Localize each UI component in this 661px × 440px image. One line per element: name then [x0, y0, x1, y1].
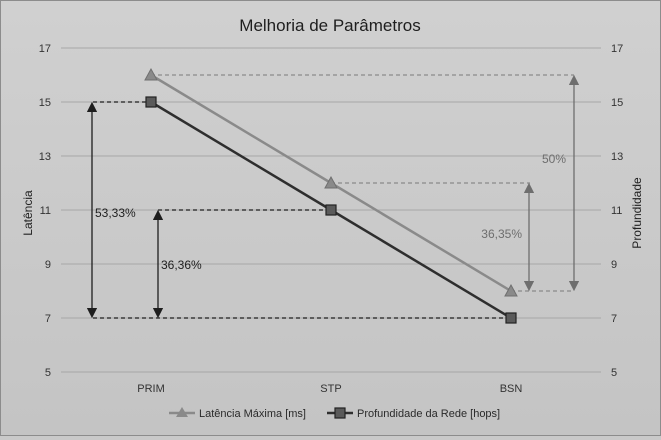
annotation-label: 36,36% — [161, 258, 202, 272]
data-point-square — [325, 204, 337, 216]
legend-swatch-triangle — [176, 407, 188, 417]
x-tick-label: STP — [320, 383, 341, 395]
y-ticks-right: 5 7 9 11 13 15 17 — [611, 43, 623, 379]
data-point-triangle — [504, 283, 518, 297]
data-point-triangle — [324, 175, 338, 189]
y-tick-label-left: 7 — [45, 313, 51, 325]
y-tick-label-right: 9 — [611, 259, 617, 271]
y-tick-label-right: 5 — [611, 367, 617, 379]
x-tick-label: PRIM — [137, 383, 165, 395]
y-tick-label-left: 5 — [45, 367, 51, 379]
annotation-label: 50% — [542, 152, 566, 166]
data-point-square — [145, 96, 157, 108]
y-ticks-left: 5 7 9 11 13 15 17 — [39, 43, 51, 379]
x-tick-labels: PRIM STP BSN — [137, 383, 522, 395]
annotation-label: 53,33% — [95, 206, 136, 220]
data-point-square — [505, 312, 517, 324]
reference-lines — [93, 74, 574, 319]
legend-label: Latência Máxima [ms] — [199, 408, 306, 420]
y-tick-label-right: 11 — [611, 205, 622, 217]
annotation-label: 36,35% — [481, 227, 522, 241]
annotations: 53,33% 36,36% 36,35% 50% — [86, 74, 580, 319]
legend-swatch-square — [334, 407, 346, 419]
x-tick-label: BSN — [500, 383, 523, 395]
series-group — [144, 67, 518, 324]
legend-label: Profundidade da Rede [hops] — [357, 408, 500, 420]
y-tick-label-right: 17 — [611, 43, 623, 55]
y-tick-label-left: 17 — [39, 43, 51, 55]
y-tick-label-left: 9 — [45, 259, 51, 271]
y-tick-label-left: 15 — [39, 97, 51, 109]
y-tick-label-left: 13 — [39, 151, 51, 163]
y-tick-label-right: 15 — [611, 97, 623, 109]
y-tick-label-left: 11 — [40, 205, 51, 217]
legend: Latência Máxima [ms] Profundidade da Rede… — [169, 407, 500, 420]
y-tick-label-right: 13 — [611, 151, 623, 163]
y-axis-title-right: Profundidade — [630, 177, 644, 249]
y-axis-title-left: Latência — [21, 190, 35, 236]
y-tick-label-right: 7 — [611, 313, 617, 325]
data-point-triangle — [144, 67, 158, 81]
chart-title: Melhoria de Parâmetros — [239, 16, 420, 35]
